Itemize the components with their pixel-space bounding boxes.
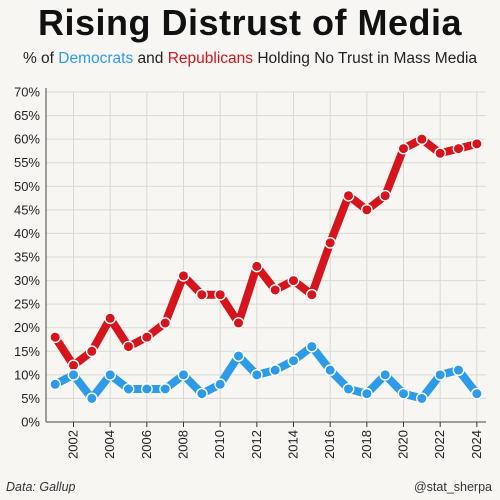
republicans-data-point xyxy=(177,269,190,282)
democrats-data-point xyxy=(324,364,337,377)
democrats-data-point xyxy=(140,383,153,395)
y-tick-label: 0% xyxy=(21,415,40,430)
republicans-data-point xyxy=(342,189,355,202)
republicans-data-point xyxy=(122,340,135,353)
republicans-data-point xyxy=(287,274,300,287)
democrats-data-point xyxy=(159,383,172,395)
subtitle-suffix: Holding No Trust in Mass Media xyxy=(253,50,478,67)
axes xyxy=(45,88,486,427)
y-tick-label: 10% xyxy=(14,367,40,382)
y-tick-label: 25% xyxy=(14,297,40,312)
republicans-data-point xyxy=(324,236,337,249)
democrats-data-point xyxy=(232,350,245,362)
democrats-data-point xyxy=(470,387,483,400)
subtitle-democrats: Democrats xyxy=(58,50,134,67)
democrats-data-point xyxy=(104,368,117,381)
democrats-data-point xyxy=(397,387,410,400)
x-tick-label: 2020 xyxy=(396,430,411,459)
x-tick-label: 2002 xyxy=(66,430,81,459)
y-tick-label: 55% xyxy=(14,155,40,170)
chart-title: Rising Distrust of Media xyxy=(37,2,463,43)
republicans-data-point xyxy=(232,317,245,329)
democrats-data-point xyxy=(415,392,428,405)
x-tick-label: 2016 xyxy=(322,430,337,459)
y-tick-label: 40% xyxy=(14,226,40,241)
y-tick-label: 20% xyxy=(14,320,40,335)
x-tick-label: 2010 xyxy=(212,430,227,459)
republicans-data-point xyxy=(159,317,172,329)
data-series xyxy=(49,133,483,405)
y-tick-label: 65% xyxy=(14,108,40,123)
data-source: Data: Gallup xyxy=(6,480,76,494)
subtitle-republicans: Republicans xyxy=(167,50,254,67)
republicans-data-point xyxy=(85,345,98,358)
y-tick-label: 60% xyxy=(14,132,40,147)
republicans-data-point xyxy=(470,137,483,150)
democrats-data-point xyxy=(214,378,227,391)
democrats-data-point xyxy=(287,354,300,367)
x-tick-label: 2014 xyxy=(286,430,301,459)
x-tick-label: 2024 xyxy=(469,430,484,459)
y-tick-label: 30% xyxy=(14,273,40,288)
republicans-data-point xyxy=(452,142,465,155)
democrats-data-point xyxy=(434,368,447,381)
y-tick-label: 5% xyxy=(21,391,40,406)
x-tick-label: 2006 xyxy=(139,430,154,459)
democrats-data-point xyxy=(452,364,465,377)
y-tick-label: 50% xyxy=(14,179,40,194)
democrats-data-point xyxy=(305,340,318,353)
y-tick-label: 70% xyxy=(14,85,40,100)
chart-subtitle: % of Democrats and Republicans Holding N… xyxy=(0,50,500,68)
y-tick-label: 15% xyxy=(14,344,40,359)
republicans-data-point xyxy=(49,331,62,344)
democrats-data-point xyxy=(379,368,392,381)
x-axis-tick-labels: 2002 2004 2006 2008 2010 2012 2014 2016 2018 2020… xyxy=(66,430,484,459)
republicans-line xyxy=(51,135,481,370)
democrats-data-point xyxy=(250,368,263,381)
republicans-data-point xyxy=(415,133,428,146)
democrats-data-point xyxy=(122,383,135,395)
democrats-data-point xyxy=(360,387,373,400)
democrats-data-point xyxy=(67,368,80,381)
republicans-data-point xyxy=(250,260,263,273)
republicans-data-point xyxy=(140,331,153,344)
x-tick-label: 2018 xyxy=(359,430,374,459)
democrats-data-point xyxy=(195,387,208,400)
republicans-data-point xyxy=(269,284,282,296)
republicans-data-point xyxy=(104,312,117,325)
republicans-data-point xyxy=(397,142,410,155)
x-tick-label: 2004 xyxy=(102,430,117,459)
democrats-data-point xyxy=(85,392,98,405)
republicans-data-point xyxy=(214,288,227,301)
x-tick-label: 2012 xyxy=(249,430,264,459)
republicans-data-point xyxy=(379,189,392,202)
x-tick-label: 2008 xyxy=(176,430,191,459)
author-credit: @stat_sherpa xyxy=(413,480,492,494)
x-tick-label: 2022 xyxy=(432,430,447,459)
democrats-data-point xyxy=(342,383,355,395)
y-tick-label: 35% xyxy=(14,250,40,265)
democrats-data-point xyxy=(49,378,62,391)
subtitle-mid: and xyxy=(133,50,168,67)
republicans-data-point xyxy=(195,288,208,301)
democrats-data-point xyxy=(177,368,190,381)
republicans-data-point xyxy=(360,203,373,216)
subtitle-prefix: % of xyxy=(22,50,59,67)
y-axis-tick-labels: 0% 5% 10% 15% 20% 25% 30% 35% 40% 45% 50% 55% 60% 65%… xyxy=(14,85,40,430)
democrats-data-point xyxy=(269,364,282,377)
republicans-data-point xyxy=(434,147,447,160)
y-tick-label: 45% xyxy=(14,202,40,217)
democrats-line xyxy=(51,342,481,403)
republicans-data-point xyxy=(305,288,318,301)
